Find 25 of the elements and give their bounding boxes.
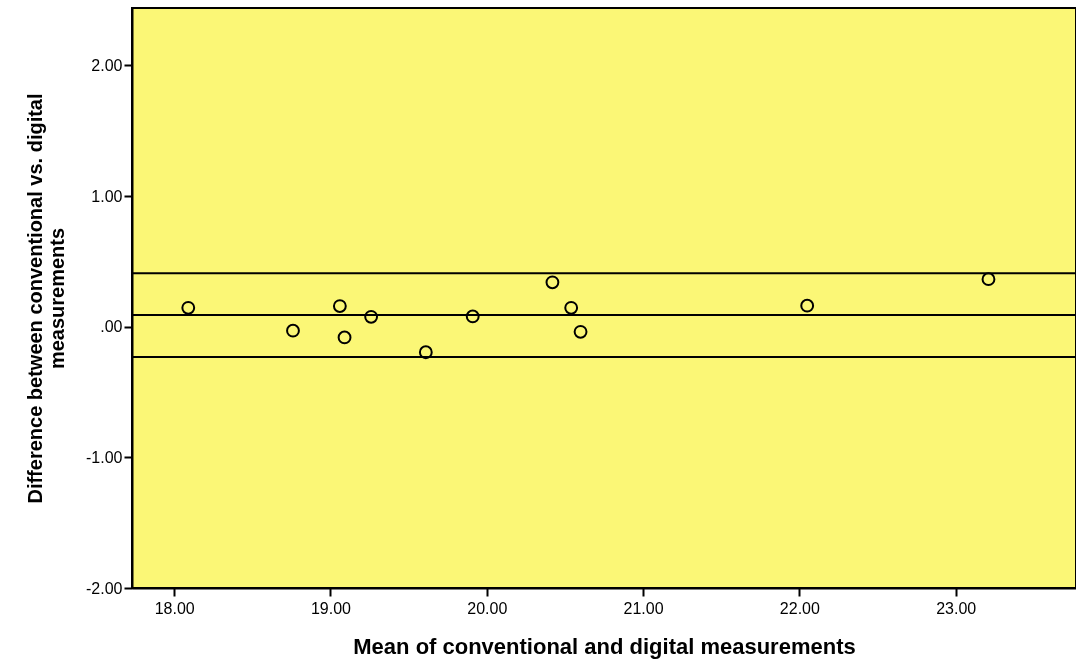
point (465, 309, 480, 324)
point (364, 309, 379, 324)
y-tick-label: -1.00 (86, 448, 123, 466)
y-axis-title: Difference between conventional vs. digital measurements (24, 93, 69, 504)
point (545, 275, 560, 290)
x-tick-label: 18.00 (154, 599, 195, 617)
x-tick-label: 21.00 (623, 599, 664, 617)
point (286, 323, 300, 338)
point (573, 324, 588, 339)
x-tick-label: 20.00 (467, 599, 508, 617)
point (981, 272, 996, 287)
point (800, 298, 815, 313)
point (332, 299, 347, 313)
y-tick-label: 2.00 (91, 56, 123, 74)
x-tick-label: 19.00 (310, 599, 352, 617)
point (337, 330, 352, 345)
point (181, 300, 196, 315)
y-tick-label: .00 (100, 318, 123, 336)
y-tick-label: 1.00 (91, 187, 123, 205)
point (564, 300, 579, 315)
x-tick-label: 22.00 (779, 599, 820, 617)
x-axis-title: Mean of conventional and digital measurements (353, 633, 856, 659)
y-tick-label: -2.00 (86, 579, 123, 597)
point (418, 345, 433, 360)
x-tick-label: 23.00 (936, 599, 977, 617)
